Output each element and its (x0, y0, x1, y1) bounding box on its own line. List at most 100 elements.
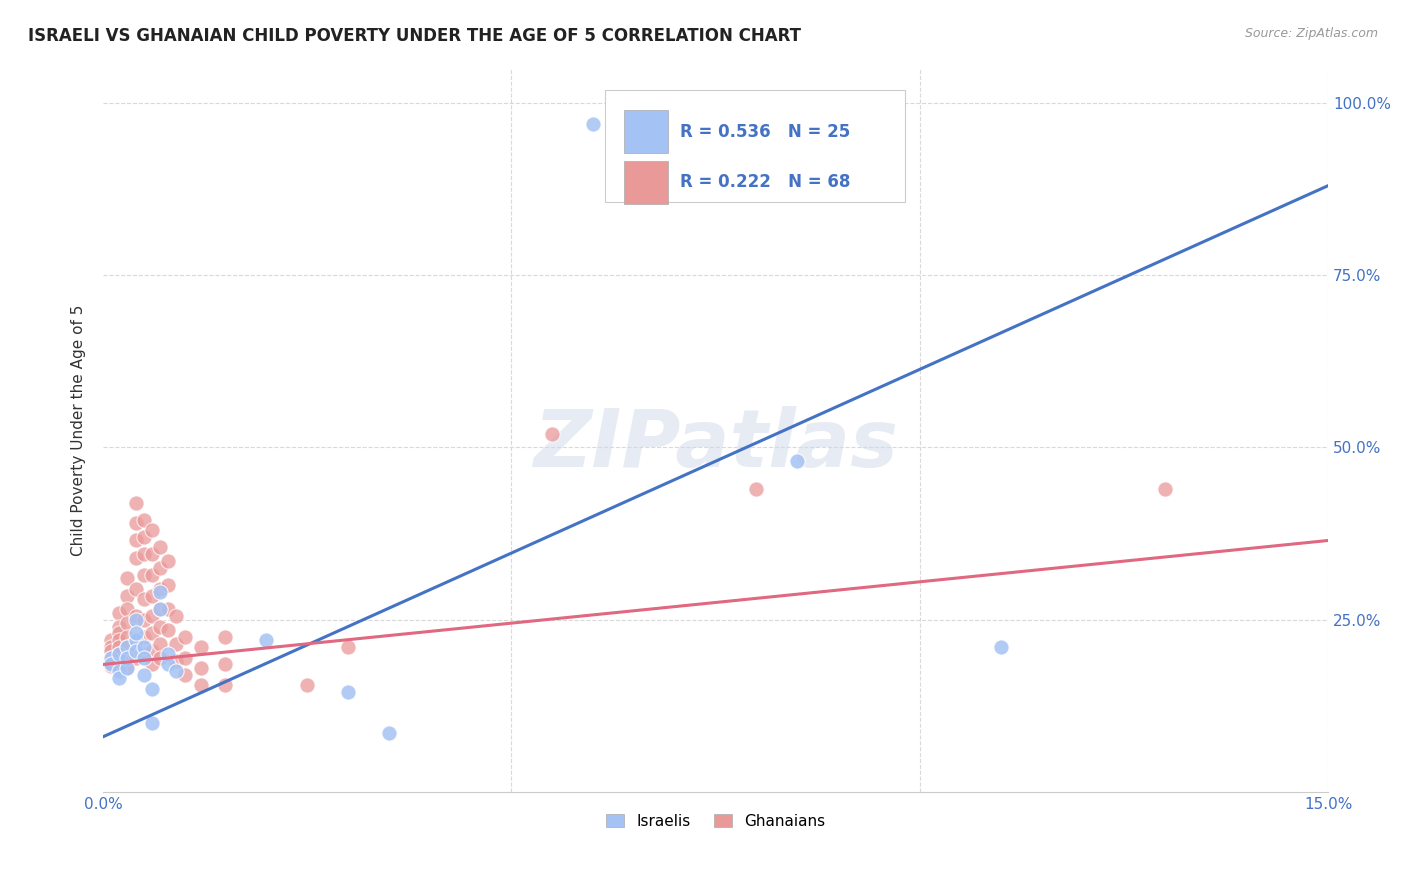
Text: R = 0.536   N = 25: R = 0.536 N = 25 (681, 123, 851, 141)
Point (124, 582, 146, 596)
Point (745, 482, 768, 496)
Point (141, 716, 163, 731)
Point (124, 650, 146, 665)
Point (100, 650, 122, 665)
Point (108, 606, 131, 620)
Point (132, 513, 155, 527)
Point (124, 550, 146, 565)
Point (1153, 482, 1175, 496)
Point (124, 626, 146, 640)
Point (157, 554, 180, 568)
Y-axis label: Child Poverty Under the Age of 5: Child Poverty Under the Age of 5 (72, 304, 86, 556)
Text: ZIPatlas: ZIPatlas (533, 406, 898, 483)
Point (124, 495, 146, 509)
Point (117, 661, 139, 675)
Point (214, 657, 236, 672)
Point (149, 602, 172, 616)
Point (157, 578, 180, 592)
Text: R = 0.222   N = 68: R = 0.222 N = 68 (681, 173, 851, 192)
Point (117, 571, 139, 585)
Point (149, 637, 172, 651)
Point (149, 650, 172, 665)
Point (117, 602, 139, 616)
Point (378, 726, 401, 740)
Point (124, 613, 146, 627)
Point (141, 609, 163, 624)
Point (100, 650, 122, 665)
Point (132, 630, 155, 644)
Point (157, 623, 180, 637)
Point (141, 568, 163, 582)
Point (108, 647, 131, 661)
Point (582, 117, 605, 131)
Point (132, 530, 155, 544)
Point (149, 561, 172, 575)
Point (295, 678, 318, 692)
Point (124, 633, 146, 648)
Point (165, 637, 187, 651)
Point (117, 630, 139, 644)
Point (124, 516, 146, 531)
Point (149, 541, 172, 555)
Point (117, 640, 139, 655)
Point (190, 640, 212, 655)
Point (124, 609, 146, 624)
Point (149, 582, 172, 596)
Point (141, 523, 163, 537)
Point (132, 592, 155, 607)
Point (117, 616, 139, 631)
Point (108, 671, 131, 685)
Point (100, 658, 122, 673)
Point (214, 630, 236, 644)
Point (132, 547, 155, 561)
FancyBboxPatch shape (624, 111, 668, 153)
Point (108, 633, 131, 648)
FancyBboxPatch shape (624, 161, 668, 203)
Point (108, 665, 131, 679)
Point (173, 630, 195, 644)
Point (173, 668, 195, 682)
Point (132, 640, 155, 655)
Point (108, 626, 131, 640)
Point (132, 668, 155, 682)
Legend: Israelis, Ghanaians: Israelis, Ghanaians (600, 807, 831, 835)
Point (190, 678, 212, 692)
Point (157, 602, 180, 616)
Point (336, 640, 359, 655)
Point (165, 665, 187, 679)
Point (157, 657, 180, 672)
Point (141, 644, 163, 658)
Point (173, 650, 195, 665)
Point (132, 650, 155, 665)
Point (165, 654, 187, 668)
Point (100, 640, 122, 655)
Point (132, 647, 155, 661)
Point (117, 661, 139, 675)
Point (141, 547, 163, 561)
Point (149, 585, 172, 599)
Point (336, 685, 359, 699)
Point (100, 633, 122, 648)
Text: ISRAELI VS GHANAIAN CHILD POVERTY UNDER THE AGE OF 5 CORRELATION CHART: ISRAELI VS GHANAIAN CHILD POVERTY UNDER … (28, 27, 801, 45)
Point (108, 661, 131, 675)
Point (157, 647, 180, 661)
Point (141, 681, 163, 696)
Point (108, 619, 131, 633)
Text: Source: ZipAtlas.com: Source: ZipAtlas.com (1244, 27, 1378, 40)
Point (141, 657, 163, 672)
Point (124, 533, 146, 548)
Point (190, 661, 212, 675)
Point (100, 654, 122, 668)
Point (100, 644, 122, 658)
FancyBboxPatch shape (605, 90, 905, 202)
Point (117, 589, 139, 603)
Point (117, 650, 139, 665)
Point (124, 644, 146, 658)
Point (149, 602, 172, 616)
Point (108, 654, 131, 668)
Point (117, 640, 139, 655)
Point (132, 568, 155, 582)
Point (541, 426, 564, 441)
Point (117, 650, 139, 665)
Point (108, 647, 131, 661)
